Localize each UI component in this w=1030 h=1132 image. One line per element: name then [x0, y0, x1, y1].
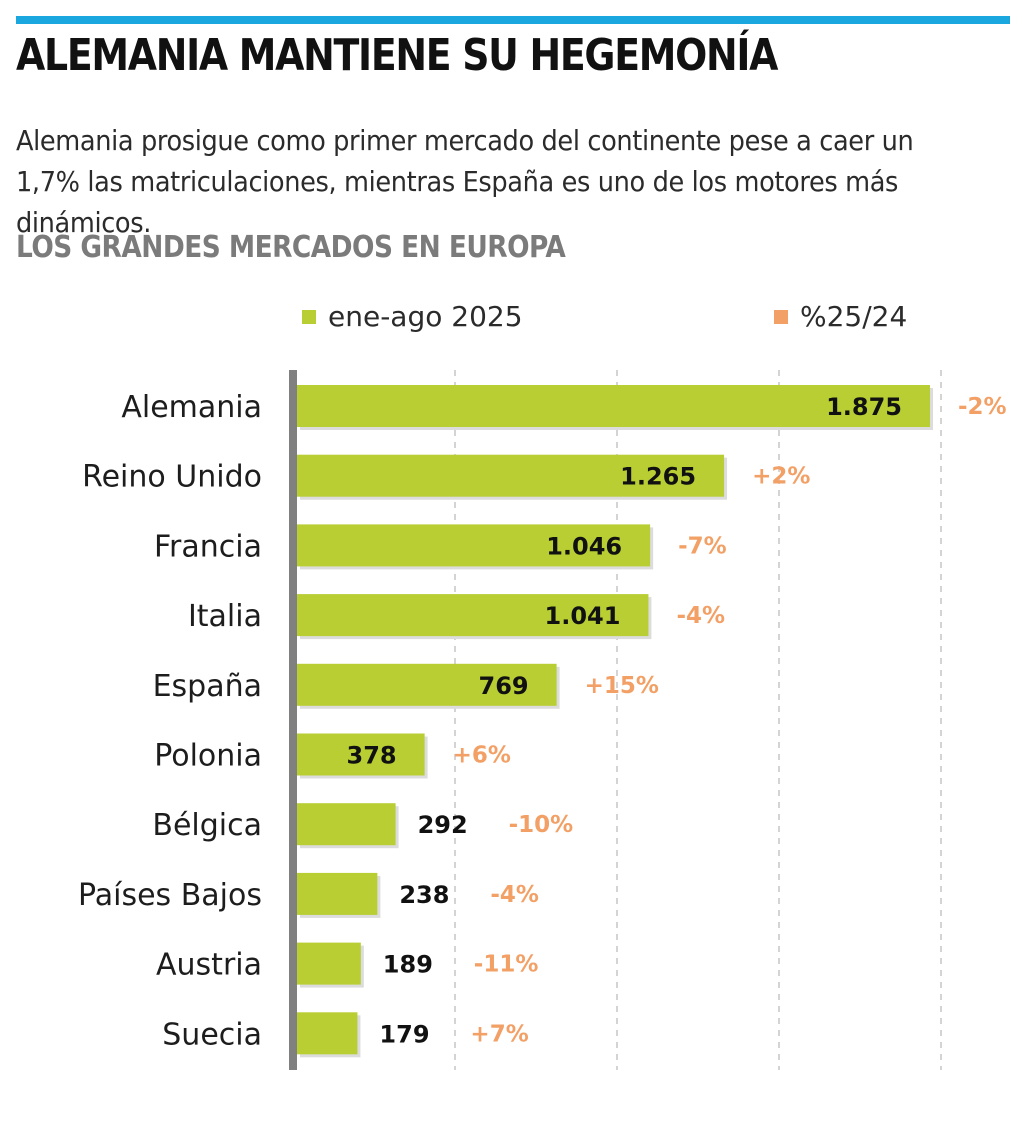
category-label: Alemania [121, 390, 262, 425]
bar [297, 385, 930, 427]
category-label: Reino Unido [82, 460, 262, 495]
change-label: +7% [470, 1021, 528, 1047]
change-label: -4% [676, 603, 725, 629]
category-label: Polonia [154, 739, 262, 774]
section-title: LOS GRANDES MERCADOS EN EUROPA [16, 230, 566, 265]
bar [297, 872, 378, 915]
legend-swatch-volume [302, 309, 316, 324]
category-label: Bélgica [152, 808, 262, 843]
category-label: Suecia [162, 1017, 262, 1052]
legend-item-change: %25/24 [774, 300, 907, 333]
legend-label-change: %25/24 [800, 300, 908, 333]
page-title: ALEMANIA MANTIENE SU HEGEMONÍA [16, 30, 778, 81]
change-label: +15% [585, 673, 659, 699]
bar [297, 942, 361, 985]
value-label: 179 [379, 1020, 429, 1048]
bar [297, 594, 649, 637]
category-label: Francia [154, 529, 262, 564]
y-axis [289, 370, 297, 1070]
legend-item-volume: ene-ago 2025 [302, 300, 523, 333]
top-accent-bar [16, 16, 1010, 24]
change-label: -2% [958, 394, 1007, 420]
value-label: 1.046 [546, 532, 622, 560]
change-label: -11% [474, 952, 539, 978]
legend-label-volume: ene-ago 2025 [328, 300, 523, 333]
value-label: 378 [347, 742, 397, 770]
category-label: España [153, 669, 262, 704]
value-label: 189 [383, 951, 433, 979]
category-label: Países Bajos [78, 878, 262, 913]
bar [297, 663, 557, 706]
value-label: 1.265 [620, 463, 696, 491]
bar [297, 803, 396, 846]
value-label: 238 [399, 881, 449, 909]
bar [297, 454, 725, 497]
bar-chart: Alemania 1.875 -2% Reino Unido 1.265 +2% Franc… [78, 370, 1007, 1070]
value-label: 292 [418, 811, 468, 839]
category-label: Italia [188, 599, 262, 634]
change-label: -10% [509, 812, 574, 838]
bar [297, 1012, 358, 1055]
value-label: 769 [479, 672, 529, 700]
change-label: -4% [490, 882, 539, 908]
value-label: 1.875 [826, 393, 902, 421]
value-label: 1.041 [545, 602, 621, 630]
change-label: +6% [453, 743, 511, 769]
bar [297, 524, 651, 567]
legend-swatch-change [774, 309, 788, 324]
bar [297, 733, 425, 776]
subtitle: Alemania prosigue como primer mercado de… [16, 124, 914, 239]
category-label: Austria [156, 948, 262, 983]
change-label: +2% [752, 464, 810, 490]
change-label: -7% [678, 533, 727, 559]
